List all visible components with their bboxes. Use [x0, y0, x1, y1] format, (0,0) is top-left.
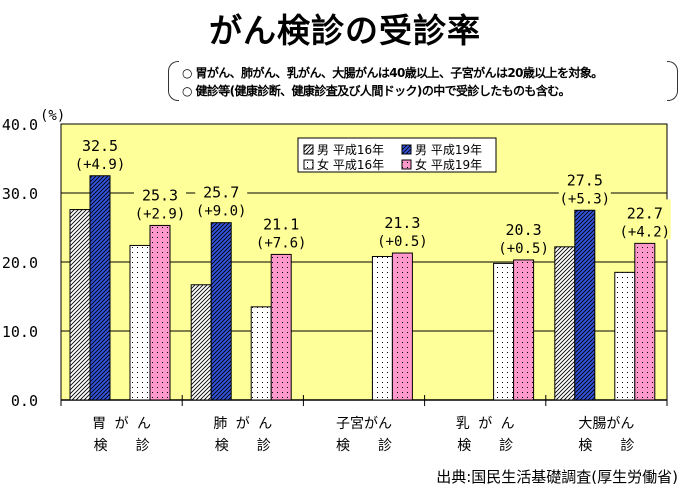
legend-label: 男 平成19年: [415, 143, 482, 157]
bar-chart: 0.0 10.0 20.0 30.0 40.0 (%) 32.5 (+4.9) 25.3 (+2.…: [0, 0, 690, 470]
legend-label: 男 平成16年: [317, 143, 384, 157]
bar-f19: [271, 254, 291, 400]
bar-f19: [150, 225, 170, 400]
source-credit: 出典:国民生活基礎調査(厚生労働省): [436, 466, 678, 487]
x-category-label: 検 診: [215, 438, 271, 454]
bar-f16: [615, 272, 635, 400]
bar-f19: [635, 243, 655, 400]
data-label-value: 21.3: [384, 214, 420, 232]
bar-f16: [494, 263, 514, 400]
x-category-label: 検 診: [578, 438, 634, 454]
x-category-label: 検 診: [336, 438, 392, 454]
data-label-value: 27.5: [567, 171, 603, 189]
data-label-change: (+4.2): [620, 224, 671, 240]
data-label: 20.3 (+0.5): [498, 216, 550, 257]
data-label-change: (+7.6): [256, 235, 307, 251]
legend-label: 女 平成19年: [415, 157, 482, 172]
y-tick-label: 40.0: [2, 116, 38, 134]
bar-f19: [514, 260, 534, 400]
y-axis-unit: (%): [40, 108, 65, 124]
data-label: 32.5 (+4.9): [74, 132, 126, 173]
bar-f16: [372, 256, 392, 400]
data-label: 21.1 (+7.6): [255, 210, 307, 251]
y-tick-label: 30.0: [2, 185, 38, 203]
bar-m16: [70, 210, 90, 400]
data-label-change: (+0.5): [498, 241, 549, 257]
legend-swatch-m16: [304, 145, 313, 154]
legend-swatch-m19: [402, 145, 411, 154]
data-label: 21.3 (+0.5): [376, 209, 428, 250]
x-category-label: 検 診: [94, 438, 150, 454]
data-label-value: 25.3: [142, 186, 178, 204]
data-label-value: 21.1: [263, 215, 299, 233]
bar-f19: [392, 253, 412, 400]
bar-f16: [251, 307, 271, 400]
bar-m19: [211, 223, 231, 400]
data-label-change: (+2.9): [135, 206, 186, 222]
data-label: 27.5 (+5.3): [559, 166, 611, 207]
bar-m19: [90, 176, 110, 400]
x-category-label: 胃 が ん: [92, 416, 151, 432]
data-label: 25.7 (+9.0): [195, 179, 247, 220]
data-label-change: (+0.5): [377, 234, 428, 250]
x-category-label: 検 診: [457, 438, 513, 454]
data-label-change: (+9.0): [196, 204, 247, 220]
data-label-value: 22.7: [627, 204, 663, 222]
data-label: 22.7 (+4.2): [619, 199, 671, 240]
legend-swatch-f16: [304, 160, 313, 169]
data-label-change: (+5.3): [560, 191, 611, 207]
bar-f16: [130, 245, 150, 400]
bar-m16: [191, 285, 211, 400]
y-tick-label: 10.0: [2, 323, 38, 341]
data-label-value: 20.3: [506, 221, 542, 239]
x-category-label: 大腸がん: [578, 416, 634, 432]
y-tick-label: 20.0: [2, 254, 38, 272]
legend-label: 女 平成16年: [317, 157, 384, 172]
bar-m19: [575, 210, 595, 400]
legend-swatch-f19: [402, 160, 411, 169]
y-tick-label: 0.0: [11, 392, 38, 410]
data-label: 25.3 (+2.9): [134, 181, 186, 222]
bar-m16: [555, 247, 575, 400]
data-label-change: (+4.9): [75, 157, 126, 173]
x-category-label: 子宮がん: [336, 416, 392, 432]
x-category-label: 乳 が ん: [456, 416, 515, 432]
data-label-value: 25.7: [203, 184, 239, 202]
x-category-label: 肺 が ん: [213, 416, 272, 432]
data-label-value: 32.5: [82, 137, 118, 155]
